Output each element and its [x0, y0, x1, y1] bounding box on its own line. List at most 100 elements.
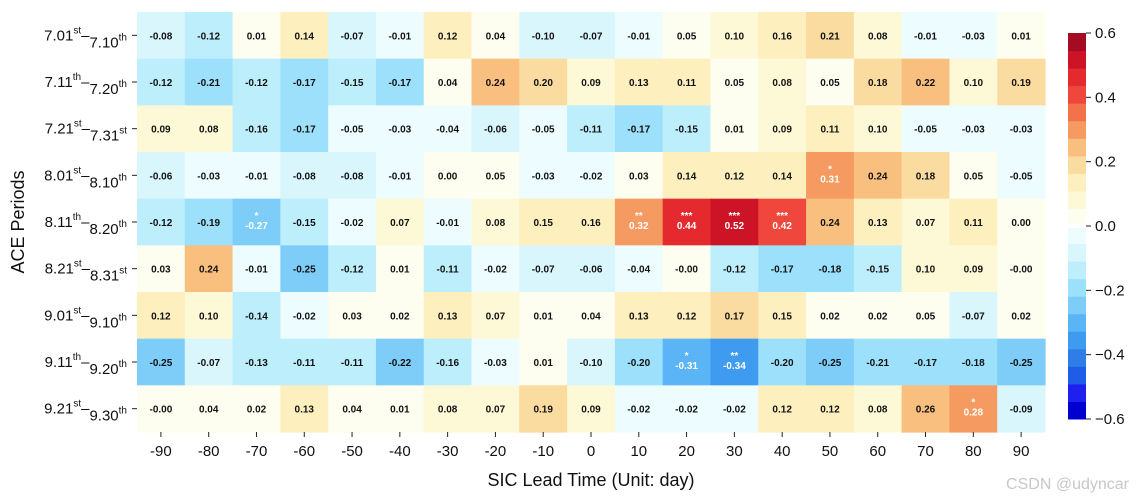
cell-value-label: -0.12: [149, 218, 172, 229]
cell-value-label: -0.01: [436, 218, 459, 229]
cell-value-label: -0.20: [771, 358, 794, 369]
cell-value-label: 0.13: [629, 311, 649, 322]
cell-value-label: -0.02: [293, 311, 316, 322]
heatmap-cell: [280, 58, 329, 106]
heatmap-cell: [328, 12, 377, 60]
heatmap-cell: [758, 385, 807, 433]
cell-value-label: -0.01: [245, 171, 268, 182]
heatmap-cell: [949, 338, 998, 386]
heatmap-cell: [375, 385, 425, 433]
cell-value-label: 0.13: [629, 78, 649, 89]
watermark: CSDN @udyncar: [1006, 476, 1129, 493]
cell-value-label: -0.17: [627, 125, 650, 136]
heatmap-cell: [949, 152, 998, 200]
heatmap-cell: [471, 245, 520, 293]
significance-marker: ***: [681, 211, 693, 222]
cell-value-label: 0.07: [916, 218, 936, 229]
cell-value-label: -0.20: [627, 358, 650, 369]
heatmap-cell: [375, 12, 425, 60]
heatmap-cell: [137, 245, 186, 293]
cell-value-label: 0.14: [295, 31, 315, 42]
colorbar-tick-label: 0.4: [1095, 89, 1116, 106]
cell-value-label: -0.03: [197, 171, 220, 182]
cell-value-label: -0.25: [1010, 358, 1033, 369]
cell-value-label: -0.03: [484, 358, 507, 369]
heatmap-cell: [232, 58, 281, 106]
heatmap-cell: [614, 385, 664, 433]
cell-value-label: -0.07: [532, 265, 555, 276]
cell-value-label: 0.12: [151, 311, 171, 322]
heatmap-cell: [758, 12, 807, 60]
cell-value-label: -0.01: [245, 265, 268, 276]
heatmap-cell: [949, 12, 998, 60]
heatmap-cell: [614, 58, 664, 106]
x-tick-label: 90: [1013, 443, 1030, 460]
heatmap-cell: [567, 152, 616, 200]
cell-value-label: 0.11: [820, 125, 839, 136]
heatmap-cell: [184, 292, 234, 340]
cell-value-label: 0.03: [342, 311, 362, 322]
colorbar-segment: [1068, 331, 1086, 350]
heatmap-cell: [567, 292, 616, 340]
x-tick-label: 50: [822, 443, 839, 460]
cell-value-label: -0.00: [1010, 265, 1033, 276]
heatmap-cell: [328, 385, 377, 433]
heatmap-cell: [280, 385, 329, 433]
cell-value-label: 0.07: [390, 218, 410, 229]
heatmap-cell: [710, 58, 759, 106]
x-tick-label: 10: [630, 443, 647, 460]
cell-value-label: -0.08: [149, 31, 172, 42]
heatmap-cell: [137, 12, 186, 60]
cell-value-label: 0.01: [390, 265, 410, 276]
cell-value-label: -0.03: [962, 125, 985, 136]
cell-value-label: -0.03: [388, 125, 411, 136]
cell-value-label: 0.24: [199, 265, 219, 276]
cell-value-label: 0.09: [151, 125, 171, 136]
cell-value-label: 0.10: [199, 311, 219, 322]
heatmap-cell: [232, 338, 281, 386]
heatmap-cells: [137, 12, 1046, 433]
colorbar-segment: [1068, 313, 1086, 332]
cell-value-labels: -0.08 -0.12 0.01 0.14 -0.07 -0.01 0.12 0.04 -0.1…: [149, 31, 1032, 418]
heatmap-cell: [375, 105, 425, 153]
x-tick-label: 0: [587, 443, 595, 460]
cell-value-label: -0.19: [197, 218, 220, 229]
heatmap-cell: [137, 338, 186, 386]
cell-value-label: 0.22: [916, 78, 936, 89]
heatmap-cell: [901, 198, 951, 246]
colorbar-segment: [1068, 296, 1086, 315]
heatmap-cell: [137, 385, 186, 433]
cell-value-label: 0.12: [438, 31, 458, 42]
cell-value-label: -0.02: [675, 405, 698, 416]
cell-value-label: -0.09: [1010, 405, 1033, 416]
heatmap-cell: [375, 245, 425, 293]
heatmap-cell: [232, 245, 281, 293]
heatmap-cell: [614, 292, 664, 340]
heatmap-cell: [758, 58, 807, 106]
cell-value-label: 0.05: [820, 78, 840, 89]
cell-value-label: 0.13: [868, 218, 888, 229]
cell-value-label: 0.09: [581, 405, 601, 416]
y-tick-label: 7.11th–7.20th: [45, 72, 127, 98]
cell-value-label: 0.02: [247, 405, 267, 416]
cell-value-label: -0.14: [245, 311, 268, 322]
cell-value-label: -0.06: [580, 265, 603, 276]
heatmap-cell: [901, 245, 951, 293]
cell-value-label: -0.34: [723, 361, 746, 372]
heatmap-cell: [519, 292, 568, 340]
colorbar-segment: [1068, 138, 1086, 157]
cell-value-label: -0.03: [962, 31, 985, 42]
heatmap-cell: [184, 198, 234, 246]
cell-value-label: 0.10: [916, 265, 936, 276]
heatmap-cell: [184, 152, 234, 200]
heatmap-cell: [137, 198, 186, 246]
cell-value-label: -0.12: [723, 265, 746, 276]
heatmap-cell: [806, 152, 855, 200]
heatmap-cell: [567, 245, 616, 293]
heatmap-cell: [137, 58, 186, 106]
cell-value-label: 0.07: [486, 311, 506, 322]
cell-value-label: -0.25: [149, 358, 172, 369]
heatmap-cell: [662, 58, 712, 106]
heatmap-cell: [806, 105, 855, 153]
x-tick-label: -50: [341, 443, 363, 460]
